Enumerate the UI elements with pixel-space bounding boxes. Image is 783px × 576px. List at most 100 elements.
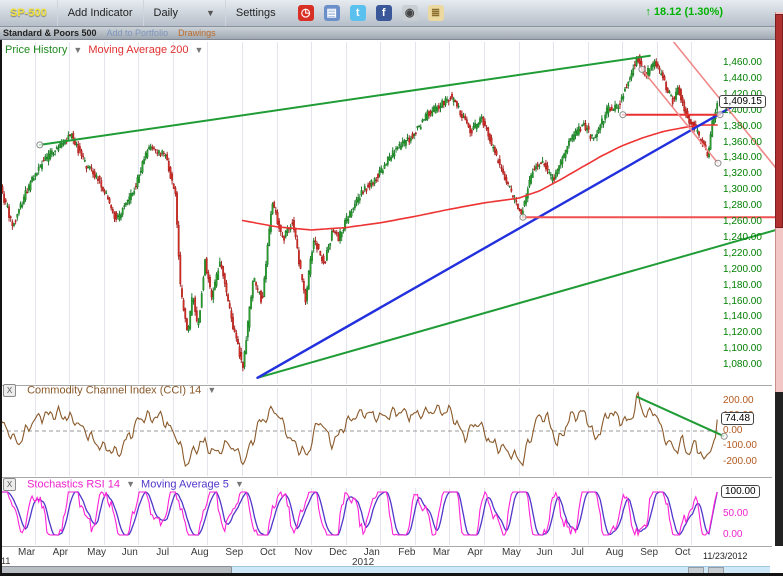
moving-average-5-dropdown[interactable]: Moving Average 5: [141, 478, 229, 491]
cci-axis-label: 200.00: [723, 394, 754, 406]
ma200-line: [241, 124, 718, 231]
stochastics-dropdown[interactable]: Stochastics RSI 14: [27, 478, 120, 491]
price-axis-label: 1,300.00: [723, 184, 762, 196]
pink-down-channel-a: [641, 68, 719, 164]
price-axis-label: 1,260.00: [723, 216, 762, 227]
month-label: Jul: [156, 547, 170, 558]
stoch-axis-label: 50.00: [723, 507, 749, 519]
toolbar-icon-group: ◷ ▤ t f ◉ ≣: [297, 5, 444, 21]
chevron-down-icon: ▼: [194, 45, 204, 55]
price-axis-label: 1,380.00: [723, 120, 762, 132]
price-axis-label: 1,140.00: [723, 311, 762, 323]
cci-axis-label: -100.00: [723, 440, 757, 452]
cci-axis-label: -200.00: [723, 455, 757, 467]
price-axis-label: 1,080.00: [723, 359, 762, 371]
notes-icon[interactable]: ≣: [427, 5, 444, 21]
price-axis-label: 1,400.00: [723, 104, 762, 116]
price-axis-label: 1,100.00: [723, 343, 762, 355]
month-label: Dec: [329, 547, 347, 558]
symbol-fullname: Standard & Poors 500: [3, 28, 97, 38]
month-label: Oct: [259, 547, 276, 558]
price-axis-label: 1,280.00: [723, 200, 762, 212]
lower-pane-scrollbar[interactable]: [775, 392, 783, 546]
blocks-icon[interactable]: ▤: [323, 5, 340, 21]
price-axis-label: 1,440.00: [723, 72, 762, 84]
stoch-ma5-line: [0, 491, 718, 536]
timeframe-dropdown[interactable]: Daily ▼: [144, 0, 226, 26]
alarm-icon[interactable]: ◷: [297, 5, 314, 21]
close-icon[interactable]: X: [3, 384, 16, 397]
pane-separators: [0, 385, 772, 547]
add-to-portfolio-link[interactable]: Add to Portfolio: [106, 28, 169, 38]
main-toolbar: SP-500 Add Indicator Daily ▼ Settings ◷ ▤…: [0, 0, 783, 27]
chevron-down-icon: ▼: [126, 479, 135, 490]
add-indicator-button[interactable]: Add Indicator: [58, 0, 144, 26]
chevron-down-icon: ▼: [205, 8, 215, 18]
price-axis-label: 1,160.00: [723, 295, 762, 307]
price-axis-label: 1,240.00: [723, 231, 762, 243]
up-arrow-icon: ↑: [645, 6, 651, 18]
price-axis-label: 1,420.00: [723, 88, 762, 100]
quote-change: ↑ 18.12 (1.30%): [645, 6, 723, 18]
month-label: Nov: [294, 547, 313, 558]
moving-average-200-dropdown[interactable]: Moving Average 200: [88, 44, 189, 56]
price-axis-label: 1,120.00: [723, 327, 762, 339]
price-axis-label: 1,200.00: [723, 263, 762, 275]
month-label: Aug: [605, 547, 624, 558]
month-label: Apr: [52, 547, 69, 558]
camera-icon[interactable]: ◉: [401, 5, 418, 21]
last-date-label: 11/23/2012: [703, 551, 748, 561]
twitter-icon[interactable]: t: [349, 5, 366, 21]
drawing-handles: [36, 65, 724, 221]
close-icon[interactable]: X: [3, 478, 16, 491]
facebook-icon[interactable]: f: [375, 5, 392, 21]
year-label: 2012: [352, 557, 375, 568]
green-channel-upper: [38, 54, 651, 146]
stoch-k-line: [0, 490, 718, 538]
price-axis-label: 1,340.00: [723, 152, 762, 164]
price-trendlines: [38, 42, 783, 379]
price-axis-label: 1,220.00: [723, 247, 762, 259]
cci-green-trendline: [636, 395, 725, 438]
drawings-link[interactable]: Drawings: [178, 28, 216, 38]
month-label: Mar: [18, 547, 36, 558]
symbol-subtoolbar: Standard & Poors 500 Add to Portfolio Dr…: [0, 27, 783, 40]
chevron-down-icon: ▼: [207, 385, 217, 396]
stoch-axis-label: 0.00: [723, 529, 743, 540]
month-label: Jul: [571, 547, 584, 558]
stoch-value-box: 100.00: [721, 485, 760, 498]
price-value-box: 1,409.15: [719, 95, 766, 109]
month-label: Jun: [536, 547, 553, 558]
price-history-dropdown[interactable]: Price History: [5, 44, 68, 56]
timeframe-value: Daily: [153, 7, 178, 19]
chevron-down-icon: ▼: [234, 479, 244, 490]
grid-lines: [35, 42, 692, 545]
settings-button[interactable]: Settings: [235, 7, 276, 19]
vertical-scrollbar-thumb[interactable]: [775, 14, 783, 228]
candles: [0, 54, 719, 372]
cci-pane-header: X Commodity Channel Index (CCI) 14 ▼: [3, 384, 219, 397]
month-label: Oct: [674, 547, 691, 558]
price-axis-label: 1,460.00: [723, 57, 762, 68]
cci-line: [0, 390, 718, 467]
cci-axis-label: 0.00: [723, 425, 743, 436]
cci-value-box: 74.48: [721, 411, 755, 425]
month-label: Jun: [121, 547, 138, 558]
quote-change-text: 18.12 (1.30%): [653, 6, 723, 18]
price-axis-label: 1,320.00: [723, 168, 762, 180]
window-left-edge: [0, 40, 2, 574]
price-axis-label: 1,180.00: [723, 279, 762, 291]
price-pane-header: Price History ▼ Moving Average 200 ▼: [5, 44, 206, 56]
month-label: Aug: [190, 547, 209, 558]
cci-dropdown[interactable]: Commodity Channel Index (CCI) 14: [27, 384, 202, 397]
blue-trendline: [256, 103, 738, 379]
month-label: Mar: [432, 547, 451, 558]
symbol-label[interactable]: SP-500: [0, 0, 58, 26]
month-label: Sep: [225, 547, 244, 558]
horizontal-scrollbar-track[interactable]: [0, 566, 770, 575]
month-label: Sep: [640, 547, 659, 558]
month-label: Jan: [363, 547, 380, 558]
month-label: May: [501, 547, 521, 558]
